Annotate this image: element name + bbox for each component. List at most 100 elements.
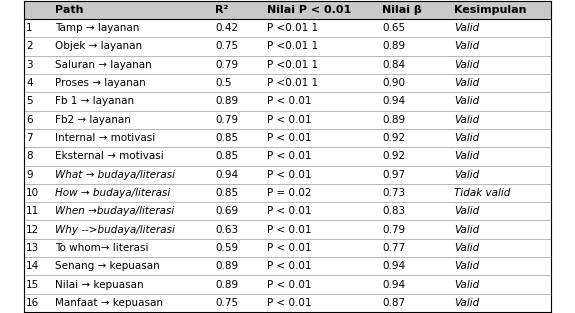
Text: Manfaat → kepuasan: Manfaat → kepuasan [55,298,163,308]
Text: 0.79: 0.79 [382,225,405,235]
Text: 7: 7 [26,133,33,143]
Text: 0.79: 0.79 [215,115,238,125]
Text: Valid: Valid [454,280,479,290]
Text: 0.94: 0.94 [382,280,405,290]
Text: Fb 1 → layanan: Fb 1 → layanan [55,96,134,106]
Text: Valid: Valid [454,225,479,235]
Text: 15: 15 [26,280,39,290]
Text: P <0.01 1: P <0.01 1 [267,78,318,88]
Text: P < 0.01: P < 0.01 [267,151,312,161]
Text: 0.92: 0.92 [382,133,405,143]
Text: 10: 10 [26,188,39,198]
Text: 0.92: 0.92 [382,151,405,161]
Bar [24,110,551,129]
Text: 0.69: 0.69 [215,206,238,216]
Text: Path: Path [55,5,83,15]
Bar [24,275,551,294]
Text: 0.84: 0.84 [382,60,405,70]
Text: 2: 2 [26,41,33,51]
Text: Valid: Valid [454,298,479,308]
Text: Proses → layanan: Proses → layanan [55,78,145,88]
Text: Nilai → kepuasan: Nilai → kepuasan [55,280,144,290]
Text: 0.94: 0.94 [382,96,405,106]
Text: 0.42: 0.42 [215,23,238,33]
Text: 0.83: 0.83 [382,206,405,216]
Text: 0.94: 0.94 [215,170,238,180]
Text: Valid: Valid [454,243,479,253]
Text: P < 0.01: P < 0.01 [267,96,312,106]
Text: Fb2 → layanan: Fb2 → layanan [55,115,131,125]
Text: Nilai P < 0.01: Nilai P < 0.01 [267,5,351,15]
Text: 0.5: 0.5 [215,78,232,88]
Bar [24,147,551,166]
Text: R²: R² [215,5,228,15]
Text: 11: 11 [26,206,39,216]
Text: Valid: Valid [454,133,479,143]
Text: 1: 1 [26,23,33,33]
Text: 16: 16 [26,298,39,308]
Text: 0.79: 0.79 [215,60,238,70]
Text: Valid: Valid [454,206,479,216]
Text: 0.89: 0.89 [215,261,238,271]
Text: 9: 9 [26,170,33,180]
Text: How → budaya/literasi: How → budaya/literasi [55,188,170,198]
Bar [24,239,551,257]
Text: 0.89: 0.89 [382,115,405,125]
Text: 0.89: 0.89 [382,41,405,51]
Text: P < 0.01: P < 0.01 [267,115,312,125]
Text: P < 0.01: P < 0.01 [267,225,312,235]
Text: 0.97: 0.97 [382,170,405,180]
Text: P <0.01 1: P <0.01 1 [267,23,318,33]
Text: Valid: Valid [454,115,479,125]
Text: 0.65: 0.65 [382,23,405,33]
Bar [24,129,551,147]
Text: 0.73: 0.73 [382,188,405,198]
Text: 0.85: 0.85 [215,151,238,161]
Text: 0.63: 0.63 [215,225,238,235]
Text: Objek → layanan: Objek → layanan [55,41,142,51]
Text: Valid: Valid [454,96,479,106]
Text: 0.87: 0.87 [382,298,405,308]
Text: When →budaya/literasi: When →budaya/literasi [55,206,174,216]
Text: Valid: Valid [454,23,479,33]
Text: 6: 6 [26,115,33,125]
Bar [24,184,551,202]
Text: P < 0.01: P < 0.01 [267,298,312,308]
Bar [24,166,551,184]
Text: P < 0.01: P < 0.01 [267,243,312,253]
Bar [24,37,551,56]
Text: P = 0.02: P = 0.02 [267,188,312,198]
Text: Tamp → layanan: Tamp → layanan [55,23,139,33]
Bar [24,56,551,74]
Text: P < 0.01: P < 0.01 [267,206,312,216]
Text: Nilai β: Nilai β [382,5,421,15]
Text: 0.77: 0.77 [382,243,405,253]
Text: P <0.01 1: P <0.01 1 [267,60,318,70]
Bar [24,74,551,92]
Bar [24,257,551,275]
Text: 14: 14 [26,261,39,271]
Text: 0.89: 0.89 [215,280,238,290]
Text: What → budaya/literasi: What → budaya/literasi [55,170,175,180]
Text: 5: 5 [26,96,33,106]
Bar [24,202,551,220]
Text: 13: 13 [26,243,39,253]
Bar [24,19,551,37]
Text: 0.85: 0.85 [215,188,238,198]
Bar [24,294,551,312]
Text: 3: 3 [26,60,33,70]
Text: P < 0.01: P < 0.01 [267,170,312,180]
Text: P <0.01 1: P <0.01 1 [267,41,318,51]
Text: 0.59: 0.59 [215,243,238,253]
Text: 0.75: 0.75 [215,298,238,308]
Text: Internal → motivasi: Internal → motivasi [55,133,155,143]
Text: Valid: Valid [454,78,479,88]
Text: 0.85: 0.85 [215,133,238,143]
Text: Tidak valid: Tidak valid [454,188,511,198]
Bar [24,92,551,110]
Text: Valid: Valid [454,261,479,271]
Text: Valid: Valid [454,41,479,51]
Bar [24,220,551,239]
Text: P < 0.01: P < 0.01 [267,280,312,290]
Text: Saluran → layanan: Saluran → layanan [55,60,152,70]
